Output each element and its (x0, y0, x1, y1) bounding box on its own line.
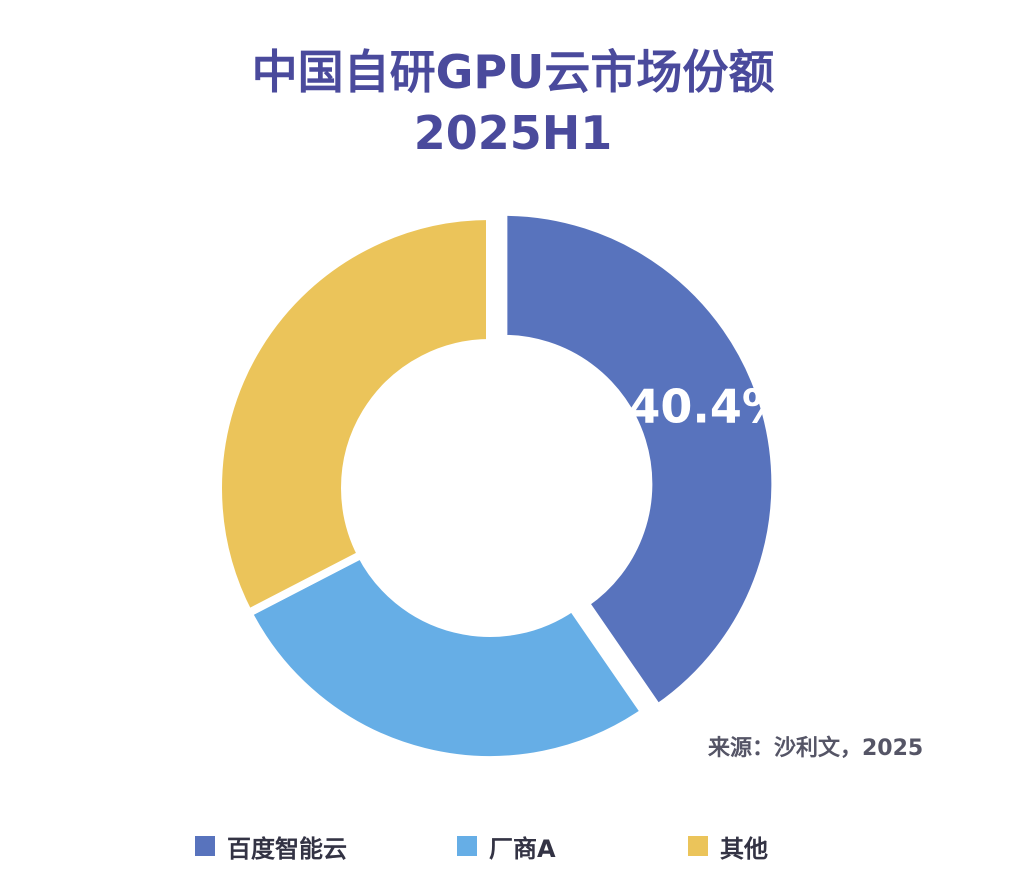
slice-others (214, 211, 494, 619)
slice-baidu (499, 207, 780, 714)
legend-label-others: 其他 (720, 834, 768, 863)
legend-swatch-baidu (195, 836, 215, 856)
legend-item-others: 其他 (688, 828, 768, 864)
source-note: 来源：沙利文，2025 (708, 736, 924, 761)
chart-subtitle: 2025H1 (413, 106, 613, 160)
legend-item-vendor-a: 厂商A (457, 828, 556, 864)
legend-label-vendor-a: 厂商A (489, 834, 556, 863)
legend-label-baidu: 百度智能云 (227, 834, 347, 863)
legend-swatch-others (688, 836, 708, 856)
legend: 百度智能云 厂商A 其他 (0, 828, 1026, 864)
slice-vendor-a (243, 549, 650, 764)
legend-swatch-vendor-a (457, 836, 477, 856)
legend-item-baidu: 百度智能云 (195, 828, 347, 864)
slice-label-baidu: 40.4% (628, 380, 788, 434)
chart-title: 中国自研GPU云市场份额 (251, 45, 775, 99)
